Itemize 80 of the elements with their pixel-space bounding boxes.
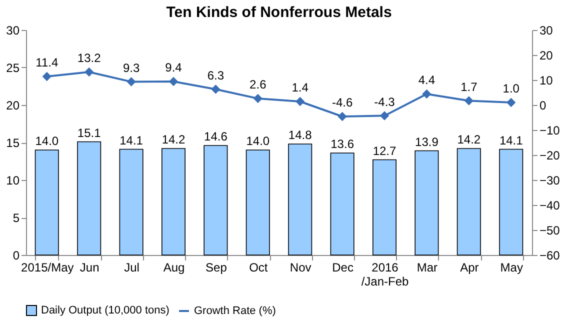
y2-tick-label: −60: [540, 248, 560, 262]
data-label: 12.7: [372, 144, 397, 158]
point: [506, 98, 516, 107]
data-label: 13.9: [415, 134, 439, 149]
bar: [246, 150, 270, 256]
data-label: 14.0: [35, 134, 59, 148]
data-label: 1.4: [292, 80, 309, 94]
bar: [414, 150, 439, 256]
data-label: -4.6: [332, 96, 353, 110]
bar: [499, 148, 524, 256]
x-tick-label: 2015/May: [21, 260, 74, 274]
point: [42, 72, 52, 81]
bar: [204, 145, 228, 256]
y2-tick-label: 30: [540, 24, 554, 38]
data-label: 13.6: [330, 137, 354, 151]
x-tick-label: Jul: [124, 260, 140, 274]
y-tick-label: 30: [6, 24, 20, 38]
chart-title: Ten Kinds of Nonferrous Metals: [166, 4, 392, 21]
bar: [77, 141, 102, 256]
x-tick-label: Sep: [206, 260, 228, 274]
data-label: 14.0: [246, 134, 270, 148]
bar: [161, 148, 186, 256]
data-label: 2.6: [250, 78, 267, 92]
x-tick-label: Mar: [416, 260, 438, 274]
point: [422, 90, 431, 98]
y2-tick-label: −40: [540, 198, 560, 212]
y-tick-label: 0: [12, 248, 20, 262]
data-label: 14.2: [457, 132, 481, 146]
y-tick-label: 5: [12, 211, 20, 225]
x-tick-label: Aug: [163, 260, 185, 274]
data-label: 6.3: [207, 68, 224, 82]
data-label: 11.4: [36, 56, 58, 70]
data-label: 14.1: [120, 133, 144, 148]
y2-tick-label: −10: [540, 124, 560, 138]
x-tick-label: Nov: [290, 260, 312, 274]
legend-label: Growth Rate (%): [194, 305, 276, 317]
x-tick-label: 2016 /Jan-Feb: [361, 260, 410, 288]
data-label: 14.8: [288, 128, 312, 142]
data-label: 4.4: [418, 73, 436, 87]
y-tick-label: 10: [6, 174, 20, 188]
data-label: 9.4: [165, 60, 182, 74]
point: [169, 77, 178, 86]
x-tick-label: Dec: [332, 260, 354, 274]
x-tick-label: May: [500, 260, 523, 274]
x-tick-label: Jun: [80, 260, 100, 274]
point: [254, 94, 262, 103]
y-tick-label: 15: [6, 136, 20, 150]
point: [296, 97, 304, 106]
y-tick-label: 20: [6, 98, 20, 112]
data-label: 14.2: [162, 132, 186, 146]
point: [127, 78, 136, 86]
data-label: 1.0: [502, 82, 520, 96]
data-label: 14.1: [499, 133, 524, 148]
bar: [456, 148, 481, 256]
y2-tick-label: −20: [540, 148, 560, 162]
bar: [330, 152, 354, 256]
y2-tick-label: −30: [540, 174, 560, 188]
data-label: 13.2: [77, 51, 102, 65]
data-label: 9.3: [122, 60, 140, 75]
data-label: 14.6: [204, 130, 228, 144]
y2-tick-label: −50: [540, 224, 560, 238]
point: [338, 112, 346, 121]
y2-tick-label: 10: [540, 74, 554, 88]
y2-tick-label: 20: [540, 48, 554, 62]
bar: [372, 159, 397, 256]
y-tick-label: 25: [6, 61, 20, 75]
data-label: 1.7: [460, 80, 478, 94]
point: [84, 68, 94, 76]
y2-tick-label: 0: [540, 98, 546, 112]
bar: [119, 148, 144, 256]
point: [212, 85, 220, 94]
x-tick-label: Oct: [249, 260, 268, 274]
bar: [34, 150, 59, 256]
bar: [288, 144, 312, 256]
data-label: 15.1: [77, 126, 102, 140]
point: [464, 96, 474, 105]
data-label: -4.3: [374, 94, 396, 109]
point: [380, 112, 389, 120]
x-tick-label: Apr: [460, 260, 479, 274]
legend-label: Daily Output (10,000 tons): [41, 304, 170, 316]
